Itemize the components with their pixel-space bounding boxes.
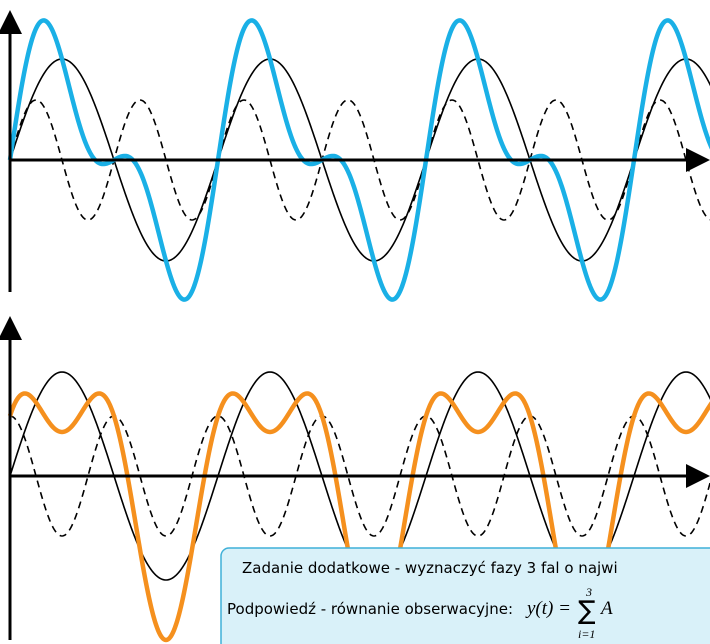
hint-label: Podpowiedź - równanie obserwacyjne: xyxy=(227,600,513,618)
sum-upper: 3 xyxy=(585,585,592,599)
formula-lhs: y(t) = xyxy=(525,598,571,619)
task-box: Zadanie dodatkowe - wyznaczyć fazy 3 fal… xyxy=(220,547,710,644)
sum-lower: i=1 xyxy=(578,627,595,641)
solid-wave xyxy=(9,58,710,262)
sum-symbol: ∑ xyxy=(578,596,596,626)
task-line: Zadanie dodatkowe - wyznaczyć fazy 3 fal… xyxy=(242,559,618,577)
wave-plots xyxy=(7,18,710,643)
term: A xyxy=(599,598,613,619)
sum-wave xyxy=(7,18,710,302)
dashed-wave xyxy=(9,415,710,537)
task-box-bg xyxy=(220,547,710,644)
dashed-wave xyxy=(9,99,710,221)
